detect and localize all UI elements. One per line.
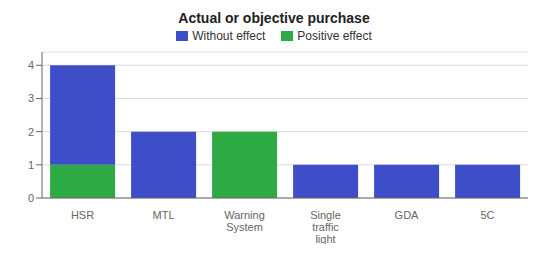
- html-text:Positive effect: Positive effect: [297, 29, 372, 43]
- svg-text:Singletrafficlight: Singletrafficlight: [310, 209, 341, 244]
- svg-text:GDA: GDA: [395, 209, 420, 221]
- svg-text:MTL: MTL: [153, 209, 175, 221]
- svg-text:2: 2: [28, 126, 34, 138]
- svg-text:0: 0: [28, 192, 34, 204]
- html-text:Actual or objective purchase: Actual or objective purchase: [178, 10, 370, 26]
- svg-text:WarningSystem: WarningSystem: [224, 209, 265, 233]
- svg-text:5C: 5C: [480, 209, 494, 221]
- svg-text:HSR: HSR: [71, 209, 94, 221]
- svg-text:4: 4: [28, 59, 34, 71]
- svg-text:1: 1: [28, 159, 34, 171]
- html-text:Without effect: Without effect: [192, 29, 266, 43]
- svg-text:3: 3: [28, 92, 34, 104]
